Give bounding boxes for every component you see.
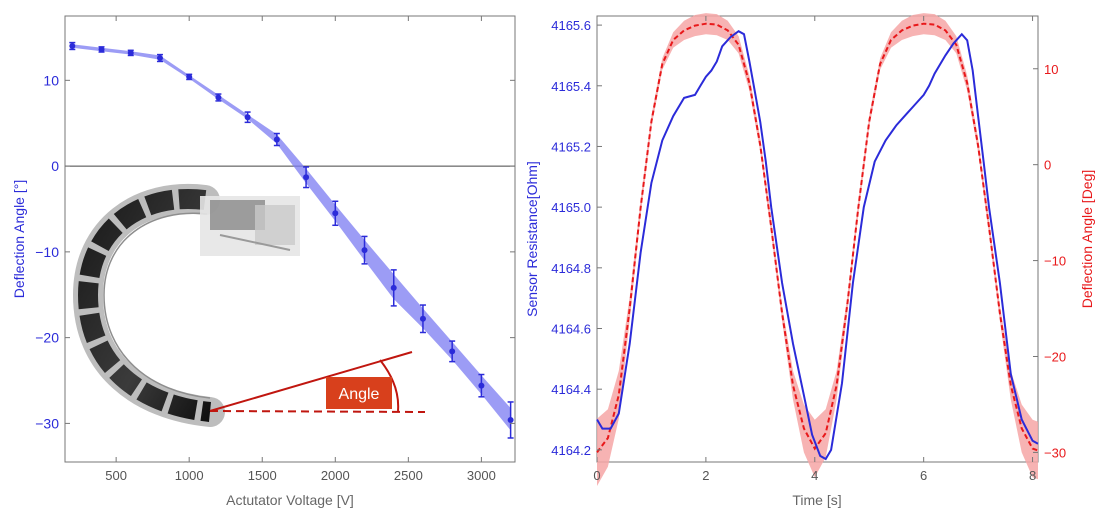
chart2-left-y-tick-label: 4165.2 [551,139,591,154]
actuator-clamp-detail [255,205,295,245]
sensor-resistance-series [596,30,1039,461]
chart1-y-axis-label: Deflection Angle [°] [11,180,27,298]
chart2-band-area [597,13,1038,486]
chart2-left-y-tick-label: 4164.4 [551,382,591,397]
chart2-left-y-tick-label: 4164.6 [551,322,591,337]
chart1-data-point [186,73,193,80]
chart2-right-y-tick-label: −10 [1044,254,1066,269]
chart2-right-y-tick-label: 0 [1044,158,1051,173]
chart1-y-tick-label: 10 [43,72,59,88]
chart1-data-point [361,247,368,254]
chart2-x-tick-label: 4 [811,468,818,483]
chart1-data-point [390,284,397,291]
chart1-data-point [98,46,105,53]
chart2-left-y-axis: 4164.2 4164.4 4164.6 4164.8 4165.0 4165.2 4165… [551,18,602,458]
chart2-left-y-tick-label: 4165.4 [551,79,591,94]
chart2-left-y-tick-label: 4165.0 [551,200,591,215]
chart1-data-point [127,49,134,56]
chart1-x-tick-label: 500 [105,468,127,483]
angle-arc [379,359,400,412]
chart1-x-axis: 500 1000 1500 2000 2500 3000 [105,16,496,483]
angle-label-box [326,377,392,409]
chart2-angle-band [597,13,1038,486]
chart1-y-tick-label: −20 [35,330,59,346]
chart2-right-y-tick-label: 10 [1044,62,1058,77]
chart2-right-y-tick-label: −30 [1044,445,1066,460]
chart2-left-y-axis-label: Sensor Resistance[Ohm] [524,161,540,317]
chart2-x-tick-label: 8 [1029,468,1036,483]
chart1-data-point [303,174,310,181]
chart1-y-tick-label: −30 [35,415,59,431]
chart2-x-axis: 0 2 4 6 8 [593,16,1036,483]
actuator-photo: Angle [72,183,426,427]
deflection-angle-series [596,22,1039,454]
chart1-data-point [273,136,280,143]
chart2-left-y-tick-label: 4165.6 [551,18,591,33]
chart2-right-y-axis: 10 0 −10 −20 −30 [1033,62,1066,460]
chart1-plot-frame [64,15,516,463]
chart2-right-y-tick-label: −20 [1044,349,1066,364]
chart2-x-tick-label: 6 [920,468,927,483]
chart1-x-tick-label: 2500 [394,468,423,483]
chart2-x-tick-label: 0 [593,468,600,483]
actuator-body [77,188,212,422]
chart1-y-tick-label: 0 [51,158,59,174]
chart2-left-y-tick-label: 4164.2 [551,443,591,458]
chart1-data-point [419,315,426,322]
chart1-data-point [507,416,514,423]
chart1-x-axis-label: Actutator Voltage [V] [226,492,354,508]
chart1-data-point [478,382,485,389]
chart2-left-y-tick-label: 4164.8 [551,261,591,276]
chart2-x-tick-label: 2 [702,468,709,483]
chart1-data-point [244,114,251,121]
angle-reference-line [209,410,426,413]
actuator-wire [219,234,291,251]
angle-label: Angle [339,386,380,403]
angle-tip-line [209,351,413,412]
chart1-y-axis: 10 0 −10 −20 −30 [35,72,515,431]
chart1-data-point [449,348,456,355]
chart1-x-tick-label: 1000 [175,468,204,483]
chart2-right-y-axis-label: Deflection Angle [Deg] [1079,170,1095,309]
chart1-data-point [69,43,76,50]
chart1-x-tick-label: 3000 [467,468,496,483]
chart2-plot-frame [596,15,1039,463]
chart1-data-points [69,43,514,423]
chart1-data-point [215,94,222,101]
chart1-y-tick-label: −10 [35,244,59,260]
chart2-x-axis-label: Time [s] [792,492,841,508]
chart1-x-tick-label: 2000 [321,468,350,483]
resistance-and-angle-vs-time-chart: 0 2 4 6 8 4164.2 4164.4 4164.6 4164.8 4165.0 4165… [524,13,1095,508]
chart1-data-point [156,55,163,62]
chart1-x-tick-label: 1500 [248,468,277,483]
actuator-inner-edge [103,212,211,399]
chart1-data-point [332,210,339,217]
deflection-vs-voltage-chart: Angle 500 1000 1500 2000 2500 3000 10 0 −10 −20 −… [11,15,516,508]
